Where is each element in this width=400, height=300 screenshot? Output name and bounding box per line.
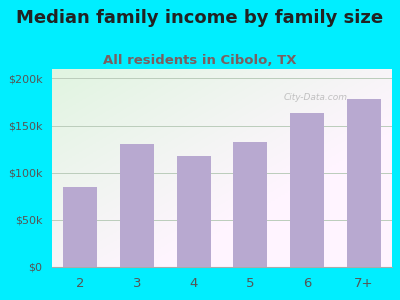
Text: Median family income by family size: Median family income by family size (16, 9, 384, 27)
Text: City-Data.com: City-Data.com (283, 93, 347, 102)
Bar (233, 142, 267, 267)
Bar (177, 156, 211, 267)
Text: All residents in Cibolo, TX: All residents in Cibolo, TX (103, 54, 297, 67)
Bar (347, 99, 381, 267)
Bar (120, 144, 154, 267)
Bar (290, 113, 324, 267)
Bar (63, 187, 97, 267)
